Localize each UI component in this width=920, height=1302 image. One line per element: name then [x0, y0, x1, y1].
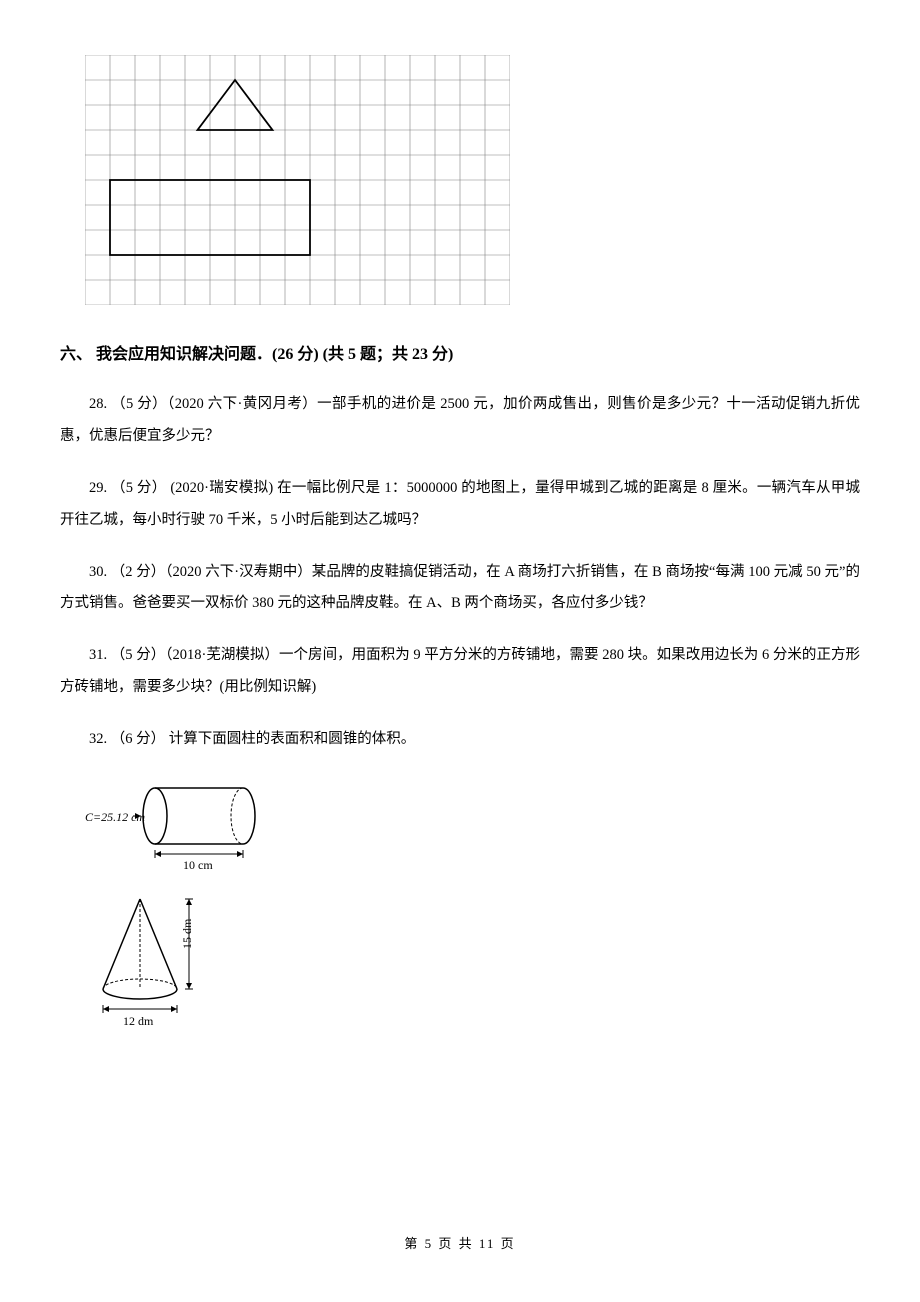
- grid-svg: [85, 55, 510, 305]
- question-29: 29. （5 分） (2020·瑞安模拟) 在一幅比例尺是 1：5000000 …: [60, 473, 860, 537]
- question-30: 30. （2 分）（2020 六下·汉寿期中）某品牌的皮鞋搞促销活动，在 A 商…: [60, 557, 860, 621]
- grid-figure: [85, 55, 860, 310]
- question-31: 31. （5 分）（2018·芜湖模拟）一个房间，用面积为 9 平方分米的方砖铺…: [60, 640, 860, 704]
- cone-height-label: 15 dm: [180, 918, 194, 949]
- cylinder-figure: C=25.12 cm 10 cm: [85, 776, 860, 881]
- page-footer: 第 5 页 共 11 页: [0, 1233, 920, 1252]
- cylinder-length-label: 10 cm: [183, 858, 213, 872]
- question-32: 32. （6 分） 计算下面圆柱的表面积和圆锥的体积。: [60, 724, 860, 756]
- question-28: 28. （5 分）（2020 六下·黄冈月考）一部手机的进价是 2500 元，加…: [60, 389, 860, 453]
- cone-svg: 15 dm 12 dm: [85, 891, 235, 1031]
- cylinder-svg: C=25.12 cm 10 cm: [85, 776, 275, 876]
- section-heading: 六、 我会应用知识解决问题．(26 分) (共 5 题；共 23 分): [60, 340, 860, 364]
- cone-figure: 15 dm 12 dm: [85, 891, 860, 1036]
- cone-base-label: 12 dm: [123, 1014, 154, 1028]
